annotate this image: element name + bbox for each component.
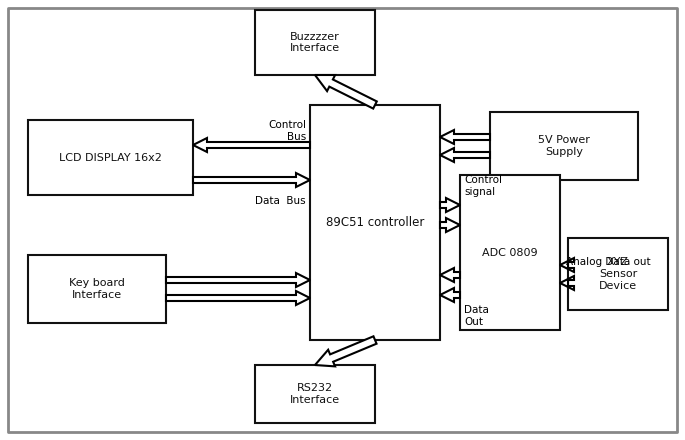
Text: Control
Bus: Control Bus xyxy=(268,120,306,142)
Bar xyxy=(568,238,668,310)
Text: Buzzzzer
Interface: Buzzzzer Interface xyxy=(290,32,340,53)
Text: 89C51 controller: 89C51 controller xyxy=(326,216,424,229)
Text: ADC 0809: ADC 0809 xyxy=(482,247,538,257)
FancyArrow shape xyxy=(315,75,377,109)
Bar xyxy=(28,120,193,195)
Text: RS232
Interface: RS232 Interface xyxy=(290,383,340,405)
Bar xyxy=(255,365,375,423)
FancyArrow shape xyxy=(440,130,490,144)
Text: Control
signal: Control signal xyxy=(464,176,502,197)
FancyArrow shape xyxy=(440,218,460,232)
FancyArrow shape xyxy=(560,258,574,272)
Bar xyxy=(460,175,560,330)
Text: Data
Out: Data Out xyxy=(464,305,489,326)
FancyArrow shape xyxy=(440,268,460,282)
FancyArrow shape xyxy=(193,173,310,187)
FancyArrow shape xyxy=(440,148,490,162)
Text: LCD DISPLAY 16x2: LCD DISPLAY 16x2 xyxy=(59,153,162,162)
Bar xyxy=(28,255,166,323)
FancyArrow shape xyxy=(315,336,377,367)
Text: Key board
Interface: Key board Interface xyxy=(69,278,125,300)
Text: Analog Data out: Analog Data out xyxy=(566,257,651,267)
FancyArrow shape xyxy=(193,138,310,152)
FancyArrow shape xyxy=(440,198,460,212)
Bar xyxy=(310,105,440,340)
Text: XYZ
Sensor
Device: XYZ Sensor Device xyxy=(599,257,637,290)
FancyArrow shape xyxy=(166,273,310,287)
FancyArrow shape xyxy=(560,276,574,290)
Bar xyxy=(255,10,375,75)
Text: 5V Power
Supply: 5V Power Supply xyxy=(538,135,590,157)
FancyArrow shape xyxy=(166,291,310,305)
FancyArrow shape xyxy=(440,288,460,302)
Bar xyxy=(490,112,638,180)
Text: Data  Bus: Data Bus xyxy=(256,196,306,206)
